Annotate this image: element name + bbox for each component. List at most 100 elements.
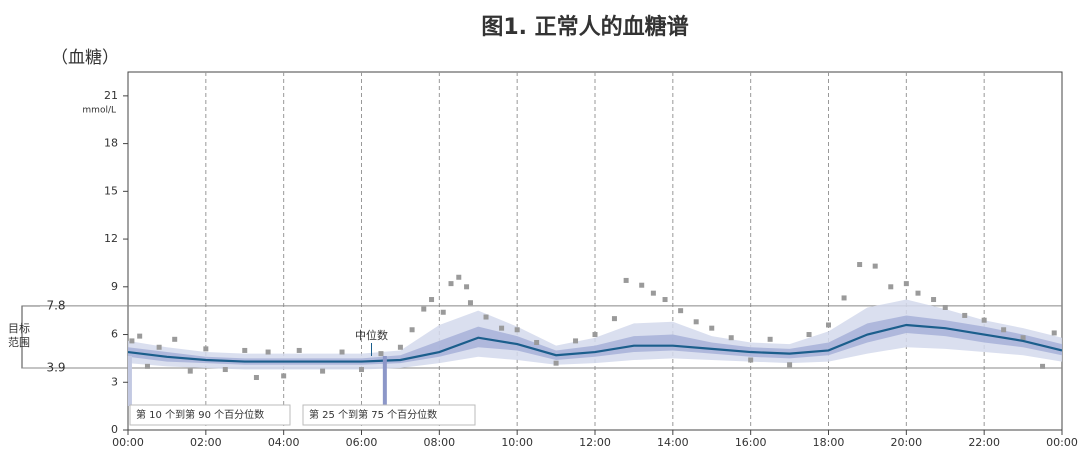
- glucose-point: [242, 347, 248, 353]
- x-tick-label: 02:00: [190, 436, 222, 449]
- band-label: 第 25 个到第 75 个百分位数: [309, 408, 437, 421]
- glucose-point: [888, 284, 894, 290]
- median-line: [127, 323, 1063, 363]
- glucose-point: [378, 351, 384, 357]
- glucose-point: [1040, 363, 1046, 369]
- x-tick-label: 12:00: [579, 436, 611, 449]
- glucose-point: [942, 304, 948, 310]
- glucose-point: [806, 332, 812, 338]
- glucose-point: [137, 333, 143, 339]
- glucose-point: [359, 367, 364, 373]
- band-label-box: [302, 404, 476, 426]
- x-tick-label: 16:00: [735, 436, 767, 449]
- glucose-point: [467, 300, 473, 306]
- glucose-point: [650, 290, 656, 296]
- x-tick-label: 04:00: [268, 436, 300, 449]
- x-tick-label: 08:00: [423, 436, 455, 449]
- glucose-point: [172, 336, 178, 342]
- glucose-point: [981, 317, 987, 323]
- x-tick-label: 10:00: [501, 436, 533, 449]
- glucose-point: [553, 360, 559, 366]
- chart-title: 图1. 正常人的血糖谱: [481, 14, 688, 40]
- glucose-point: [129, 338, 135, 344]
- median-label: 中位数: [355, 328, 388, 342]
- y-tick-label: 3: [111, 375, 118, 388]
- glucose-point: [187, 368, 193, 374]
- y-axis-label: （血糖）: [51, 48, 119, 68]
- glucose-point: [156, 344, 162, 350]
- y-tick-label: 18: [104, 137, 118, 150]
- glucose-point: [662, 297, 668, 303]
- glucose-point: [767, 336, 773, 342]
- x-tick-label: 20:00: [890, 436, 922, 449]
- x-tick-label: 22:00: [968, 436, 1000, 449]
- glucose-point: [841, 295, 847, 301]
- glucose-point: [429, 297, 435, 303]
- y-tick-label: 15: [104, 184, 118, 197]
- band-pointer: [382, 356, 387, 406]
- glucose-point: [253, 374, 259, 380]
- glucose-point: [203, 346, 209, 352]
- glucose-point: [748, 357, 754, 363]
- y-tick-label: 12: [104, 232, 118, 245]
- glucose-point: [265, 349, 271, 355]
- glucose-point: [440, 309, 446, 315]
- glucose-point: [456, 274, 462, 280]
- glucose-point: [857, 262, 863, 268]
- glucose-point: [1001, 327, 1007, 333]
- target-value-label: 3.9: [46, 360, 65, 374]
- glucose-point: [1020, 335, 1026, 341]
- glucose-point: [611, 316, 617, 322]
- glucose-point: [409, 327, 415, 333]
- x-tick-label: 00:00: [112, 436, 144, 449]
- band-pointer: [127, 356, 132, 406]
- glucose-point: [931, 297, 937, 303]
- glucose-point: [678, 308, 684, 314]
- y-tick-label: 0: [111, 423, 118, 436]
- glucose-point: [296, 347, 302, 353]
- glucose-point: [903, 281, 909, 287]
- glucose-point: [623, 277, 629, 283]
- y-tick-label: 6: [111, 328, 118, 341]
- glucose-point: [339, 349, 345, 355]
- target-label: 目标范围: [8, 322, 30, 349]
- percentile-band: [128, 315, 1062, 365]
- glucose-point: [514, 327, 520, 333]
- x-tick-label: 06:00: [346, 436, 378, 449]
- glucose-point: [872, 263, 878, 269]
- glucose-point: [639, 282, 645, 288]
- glucose-point: [592, 332, 598, 338]
- glucose-point: [144, 363, 150, 369]
- glucose-point: [464, 284, 470, 290]
- glucose-point: [222, 367, 228, 373]
- glucose-point: [483, 314, 489, 320]
- y-tick-label: 9: [111, 280, 118, 293]
- plot-layer: [22, 72, 1063, 430]
- glucose-point: [709, 325, 715, 331]
- glucose-point: [421, 306, 427, 312]
- x-tick-label: 14:00: [657, 436, 689, 449]
- y-tick-label: 21: [104, 89, 118, 102]
- glucose-point: [320, 368, 326, 374]
- glucose-point: [728, 335, 734, 341]
- glucose-point: [962, 312, 968, 318]
- glucose-point: [499, 325, 505, 331]
- band-label: 第 10 个到第 90 个百分位数: [136, 408, 264, 421]
- x-tick-label: 00:00: [1046, 436, 1078, 449]
- glucose-point: [693, 319, 699, 325]
- glucose-point: [826, 322, 831, 328]
- x-tick-label: 18:00: [813, 436, 845, 449]
- unit-label: mmol/L: [82, 106, 116, 116]
- glucose-point: [1051, 330, 1057, 336]
- target-value-label: 7.8: [46, 298, 65, 312]
- glucose-point: [787, 362, 793, 368]
- glucose-point: [915, 290, 921, 296]
- glucose-point: [448, 281, 454, 287]
- glucose-point: [573, 338, 579, 344]
- glucose-point: [534, 339, 540, 345]
- band-label-box: [129, 404, 291, 426]
- glucose-point: [397, 344, 403, 350]
- glucose-point: [281, 373, 287, 379]
